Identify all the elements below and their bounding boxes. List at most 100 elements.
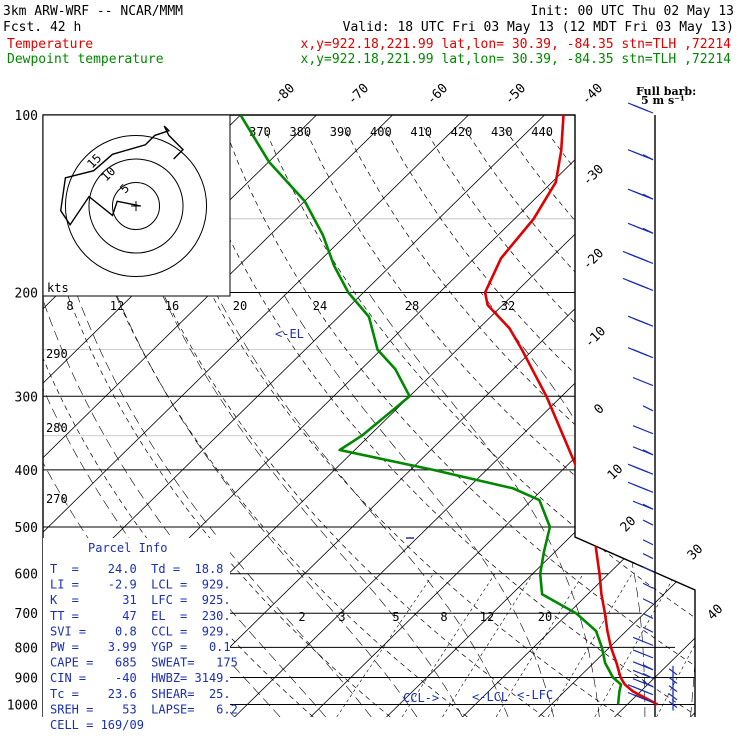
theta-label: 290 xyxy=(46,347,68,361)
wind-barb-half xyxy=(643,627,653,632)
mixing-ratio-label: 8 xyxy=(440,610,447,624)
moist-adiabat-line xyxy=(736,293,740,718)
isotherm-line xyxy=(539,115,740,717)
isotherm-line xyxy=(159,115,740,717)
hodograph-units: kts xyxy=(47,281,69,295)
wind-barb-half xyxy=(643,228,653,233)
dry-adiabat-line xyxy=(663,128,740,718)
init-time: Init: 00 UTC Thu 02 May 13 xyxy=(531,4,735,19)
wind-barbs xyxy=(623,103,677,711)
mixing-ratio-label: 12 xyxy=(110,299,124,313)
wind-barb-half xyxy=(643,665,653,670)
theta-e-label: 380 xyxy=(289,125,311,139)
isotherm-label: 20 xyxy=(618,514,640,536)
wind-barb-half xyxy=(643,504,653,509)
pressure-label: 200 xyxy=(15,286,38,301)
mixing-ratio-label: 3 xyxy=(338,610,345,624)
wind-barb-half xyxy=(643,406,653,411)
parcel-level-annotation: CCL-> xyxy=(403,691,439,705)
pressure-label: 500 xyxy=(15,521,38,536)
isotherm-line xyxy=(387,115,740,717)
parcel-info-row: Tc = 23.6 SHEAR= 25. xyxy=(50,687,231,701)
mixing-ratio-label: 32 xyxy=(501,299,515,313)
wind-barb-flag xyxy=(633,378,653,386)
isotherm-label: -80 xyxy=(271,81,298,108)
dry-adiabat-line xyxy=(544,128,740,718)
mixing-ratio-label: 8 xyxy=(66,299,73,313)
parcel-info-row: CELL = 169/09 xyxy=(50,718,144,732)
wind-barb-flag xyxy=(628,348,648,356)
isotherm-label: 30 xyxy=(685,542,707,564)
wind-barb-half xyxy=(643,554,653,559)
parcel-level-annotation: <-LFC xyxy=(517,688,553,702)
pressure-label: 800 xyxy=(15,641,38,656)
wind-barb-flag xyxy=(623,278,643,286)
wind-barb-flag xyxy=(633,637,653,645)
parcel-info-row: CAPE = 685 SWEAT= 175 xyxy=(50,656,238,670)
parcel-info-row: SVI = 0.8 CCL = 929. xyxy=(50,624,231,638)
parcel-level-annotation: <-LCL xyxy=(472,690,508,704)
mixing-ratio-label: 12 xyxy=(480,610,494,624)
wind-barb-flag xyxy=(628,482,648,490)
isotherm-line xyxy=(615,115,740,717)
dry-adiabat-line xyxy=(225,128,740,718)
isotherm-label: -40 xyxy=(579,81,606,108)
pressure-label: 100 xyxy=(15,109,38,124)
isotherm-line xyxy=(0,115,13,717)
isotherm-label: -50 xyxy=(502,81,529,108)
parcel-info-row: PW = 3.99 YGP = 0.1 xyxy=(50,640,231,654)
moist-adiabat-line xyxy=(283,293,554,718)
isotherm-label: -10 xyxy=(582,324,609,351)
isotherm-label: -20 xyxy=(580,246,607,273)
dry-adiabat-line xyxy=(304,128,740,718)
isotherm-line xyxy=(235,115,740,717)
isotherm-label: -30 xyxy=(580,162,607,189)
wind-barb-half xyxy=(643,194,653,199)
wind-barb-flag xyxy=(623,251,643,259)
mixing-ratio-label: 5 xyxy=(392,610,399,624)
wind-barb-half xyxy=(643,599,653,604)
wind-barb-half xyxy=(643,450,653,455)
pressure-label: 1000 xyxy=(7,699,38,714)
model-title: 3km ARW-WRF -- NCAR/MMM xyxy=(3,4,183,19)
isotherm-label: -60 xyxy=(424,81,451,108)
theta-e-label: 410 xyxy=(410,125,432,139)
wind-barb-flag xyxy=(628,223,648,231)
pressure-label: 700 xyxy=(15,607,38,622)
isotherm-line xyxy=(691,115,740,717)
parcel-info-row: LI = -2.9 LCL = 929. xyxy=(50,578,231,592)
barb-legend-units: 5 m s⁻¹ xyxy=(641,94,685,107)
isotherm-line xyxy=(311,115,740,717)
wind-barb-flag xyxy=(633,426,653,434)
parcel-info-row: CIN = -40 HWBZ= 3149. xyxy=(50,671,231,685)
mixing-ratio-label: 16 xyxy=(165,299,179,313)
wind-barb-half xyxy=(643,567,653,572)
parcel-info-title: Parcel Info xyxy=(88,541,167,555)
isotherm-label: -70 xyxy=(345,81,372,108)
wind-barb-flag xyxy=(628,464,648,472)
pressure-label: 600 xyxy=(15,568,38,583)
theta-e-label: 400 xyxy=(370,125,392,139)
parcel-info-row: K = 31 LFC = 925. xyxy=(50,593,231,607)
pressure-label: 400 xyxy=(15,464,38,479)
valid-time: Valid: 18 UTC Fri 03 May 13 (12 MDT Fri … xyxy=(343,20,734,35)
isotherm-label: 10 xyxy=(605,462,627,484)
theta-e-label: 420 xyxy=(451,125,473,139)
wind-barb-flag xyxy=(628,189,648,197)
theta-e-label: 390 xyxy=(330,125,352,139)
dry-adiabat-line xyxy=(384,128,740,718)
theta-e-label: 430 xyxy=(491,125,513,139)
mixing-ratio-label: 20 xyxy=(233,299,247,313)
parcel-info-row: SREH = 53 LAPSE= 6.2 xyxy=(50,702,238,716)
mixing-ratio-label: 20 xyxy=(538,610,552,624)
dry-adiabat-line xyxy=(623,128,740,718)
wind-barb-half xyxy=(643,540,653,545)
wind-barb-half xyxy=(643,520,653,525)
wind-barb-flag xyxy=(628,150,648,158)
forecast-hour: Fcst. 42 h xyxy=(3,20,81,35)
pressure-label: 300 xyxy=(15,390,38,405)
